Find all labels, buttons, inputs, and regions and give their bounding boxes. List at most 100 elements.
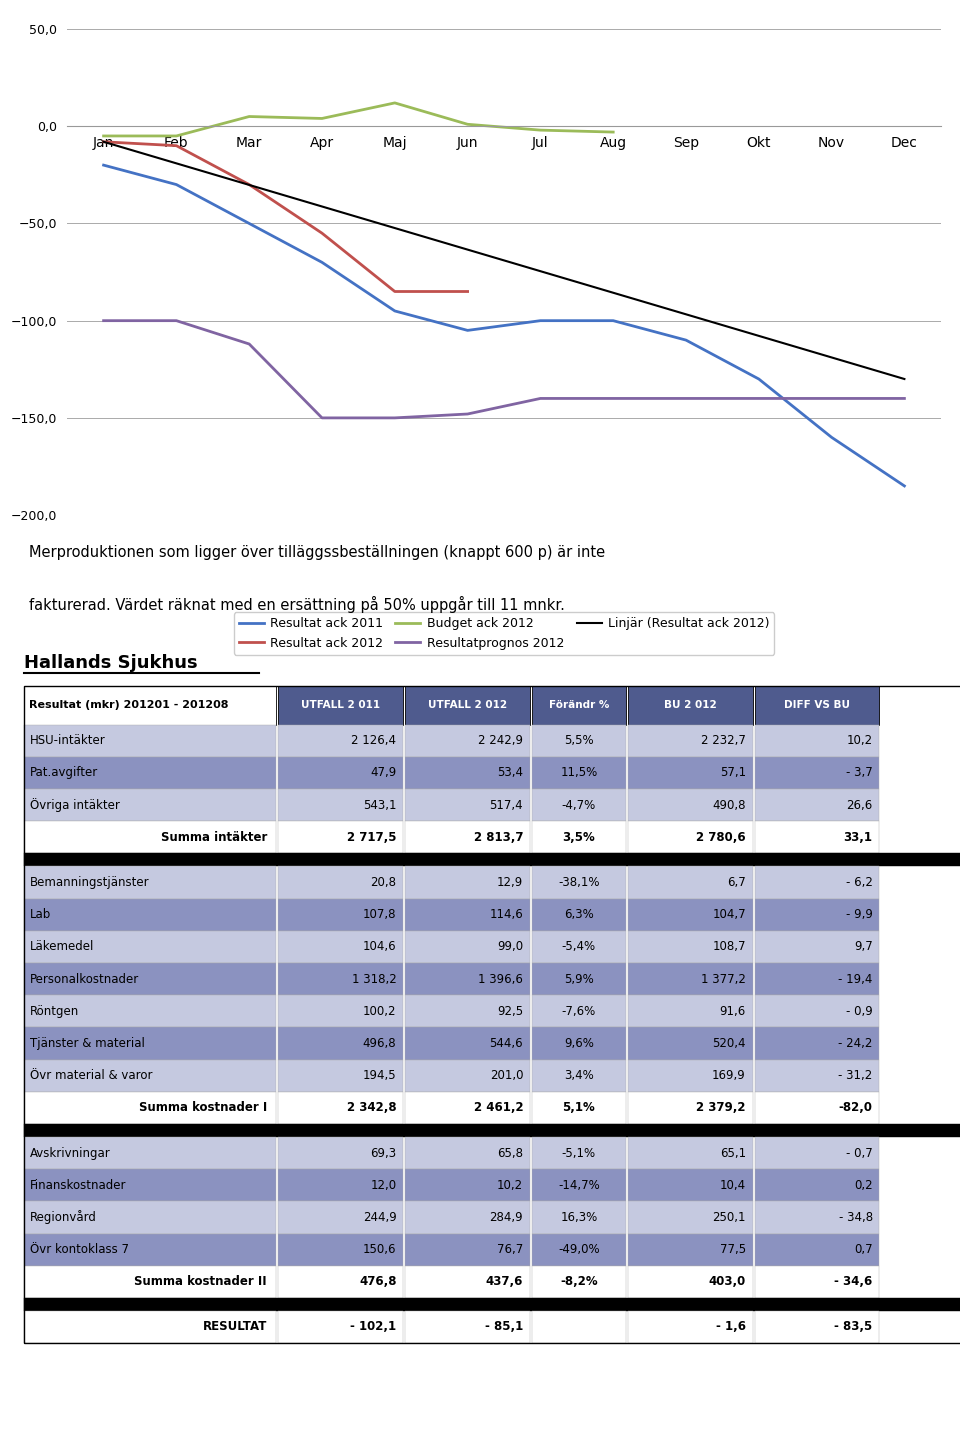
- Text: 114,6: 114,6: [490, 908, 523, 921]
- Text: 6,7: 6,7: [727, 876, 746, 889]
- Bar: [278, 821, 403, 853]
- Bar: [628, 1091, 753, 1125]
- Text: -49,0%: -49,0%: [558, 1244, 600, 1257]
- Text: 1 396,6: 1 396,6: [478, 972, 523, 985]
- Bar: [278, 789, 403, 821]
- Text: 0,7: 0,7: [854, 1244, 873, 1257]
- Legend: Resultat ack 2011, Resultat ack 2012, Budget ack 2012, Resultatprognos 2012, Lin: Resultat ack 2011, Resultat ack 2012, Bu…: [233, 612, 775, 654]
- Bar: [628, 821, 753, 853]
- Bar: [24, 1138, 276, 1170]
- Text: 9,6%: 9,6%: [564, 1037, 594, 1051]
- Text: - 34,6: - 34,6: [834, 1275, 873, 1288]
- Text: 26,6: 26,6: [847, 798, 873, 811]
- Bar: [755, 1265, 879, 1299]
- Bar: [532, 1091, 626, 1125]
- Bar: [532, 1233, 626, 1265]
- Bar: [405, 821, 530, 853]
- Text: 99,0: 99,0: [497, 940, 523, 953]
- Bar: [628, 1138, 753, 1170]
- Bar: [24, 789, 276, 821]
- Bar: [755, 1201, 879, 1233]
- Text: - 9,9: - 9,9: [846, 908, 873, 921]
- Bar: [24, 898, 276, 930]
- Text: - 19,4: - 19,4: [838, 972, 873, 985]
- Text: 520,4: 520,4: [712, 1037, 746, 1051]
- Text: Bemanningstjänster: Bemanningstjänster: [30, 876, 150, 889]
- Bar: [532, 757, 626, 789]
- Bar: [24, 1299, 960, 1310]
- Bar: [405, 789, 530, 821]
- Text: 2 242,9: 2 242,9: [478, 734, 523, 747]
- Bar: [755, 1059, 879, 1091]
- Bar: [24, 1059, 276, 1091]
- Bar: [24, 1233, 276, 1265]
- Text: Övr kontoklass 7: Övr kontoklass 7: [30, 1244, 129, 1257]
- Bar: [278, 686, 403, 724]
- Bar: [24, 1310, 276, 1344]
- Text: UTFALL 2 011: UTFALL 2 011: [301, 701, 380, 711]
- Bar: [628, 757, 753, 789]
- Text: 1 377,2: 1 377,2: [701, 972, 746, 985]
- Text: 5,9%: 5,9%: [564, 972, 593, 985]
- Bar: [755, 1091, 879, 1125]
- Text: 108,7: 108,7: [712, 940, 746, 953]
- Text: 107,8: 107,8: [363, 908, 396, 921]
- Text: - 0,9: - 0,9: [846, 1004, 873, 1017]
- Bar: [405, 1027, 530, 1059]
- Bar: [278, 995, 403, 1027]
- Text: -5,4%: -5,4%: [562, 940, 596, 953]
- Text: 77,5: 77,5: [720, 1244, 746, 1257]
- Bar: [532, 1201, 626, 1233]
- Bar: [628, 1310, 753, 1344]
- Text: 244,9: 244,9: [363, 1212, 396, 1225]
- Text: 104,7: 104,7: [712, 908, 746, 921]
- Bar: [278, 930, 403, 963]
- Bar: [24, 995, 276, 1027]
- Text: -4,7%: -4,7%: [562, 798, 596, 811]
- Text: Läkemedel: Läkemedel: [30, 940, 94, 953]
- Text: 57,1: 57,1: [720, 766, 746, 779]
- Text: 10,2: 10,2: [497, 1178, 523, 1191]
- Text: -38,1%: -38,1%: [558, 876, 600, 889]
- Bar: [532, 821, 626, 853]
- Bar: [628, 1265, 753, 1299]
- Text: -82,0: -82,0: [839, 1101, 873, 1114]
- Text: 9,7: 9,7: [853, 940, 873, 953]
- Bar: [24, 1265, 276, 1299]
- Bar: [405, 995, 530, 1027]
- Bar: [24, 853, 960, 866]
- Text: DIFF VS BU: DIFF VS BU: [784, 701, 850, 711]
- Bar: [755, 995, 879, 1027]
- Text: Regionvård: Regionvård: [30, 1210, 97, 1225]
- Text: Avskrivningar: Avskrivningar: [30, 1146, 110, 1159]
- Bar: [628, 724, 753, 757]
- Text: 100,2: 100,2: [363, 1004, 396, 1017]
- Text: -8,2%: -8,2%: [560, 1275, 598, 1288]
- Bar: [405, 1170, 530, 1201]
- Bar: [755, 1170, 879, 1201]
- Bar: [24, 866, 276, 898]
- Bar: [755, 866, 879, 898]
- Bar: [24, 1201, 276, 1233]
- Text: 1 318,2: 1 318,2: [351, 972, 396, 985]
- Bar: [278, 724, 403, 757]
- Text: 284,9: 284,9: [490, 1212, 523, 1225]
- Text: 3,4%: 3,4%: [564, 1069, 593, 1082]
- Text: Tjänster & material: Tjänster & material: [30, 1037, 145, 1051]
- Text: 69,3: 69,3: [371, 1146, 396, 1159]
- Bar: [532, 1170, 626, 1201]
- Bar: [278, 963, 403, 995]
- Text: 2 717,5: 2 717,5: [347, 831, 396, 844]
- Bar: [278, 1265, 403, 1299]
- Text: Resultat (mkr) 201201 - 201208: Resultat (mkr) 201201 - 201208: [29, 701, 228, 711]
- Text: RESULTAT: RESULTAT: [203, 1320, 267, 1333]
- Text: Summa intäkter: Summa intäkter: [160, 831, 267, 844]
- Bar: [405, 686, 530, 724]
- Bar: [532, 789, 626, 821]
- Bar: [278, 757, 403, 789]
- Text: - 31,2: - 31,2: [838, 1069, 873, 1082]
- Bar: [405, 963, 530, 995]
- Text: Finanskostnader: Finanskostnader: [30, 1178, 127, 1191]
- Text: 544,6: 544,6: [490, 1037, 523, 1051]
- Bar: [628, 1170, 753, 1201]
